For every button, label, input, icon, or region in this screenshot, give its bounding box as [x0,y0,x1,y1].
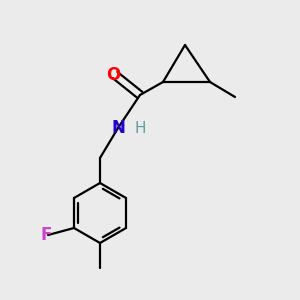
Text: O: O [106,66,121,84]
Text: N: N [111,119,125,137]
Text: H: H [135,121,146,136]
Text: F: F [41,226,52,244]
